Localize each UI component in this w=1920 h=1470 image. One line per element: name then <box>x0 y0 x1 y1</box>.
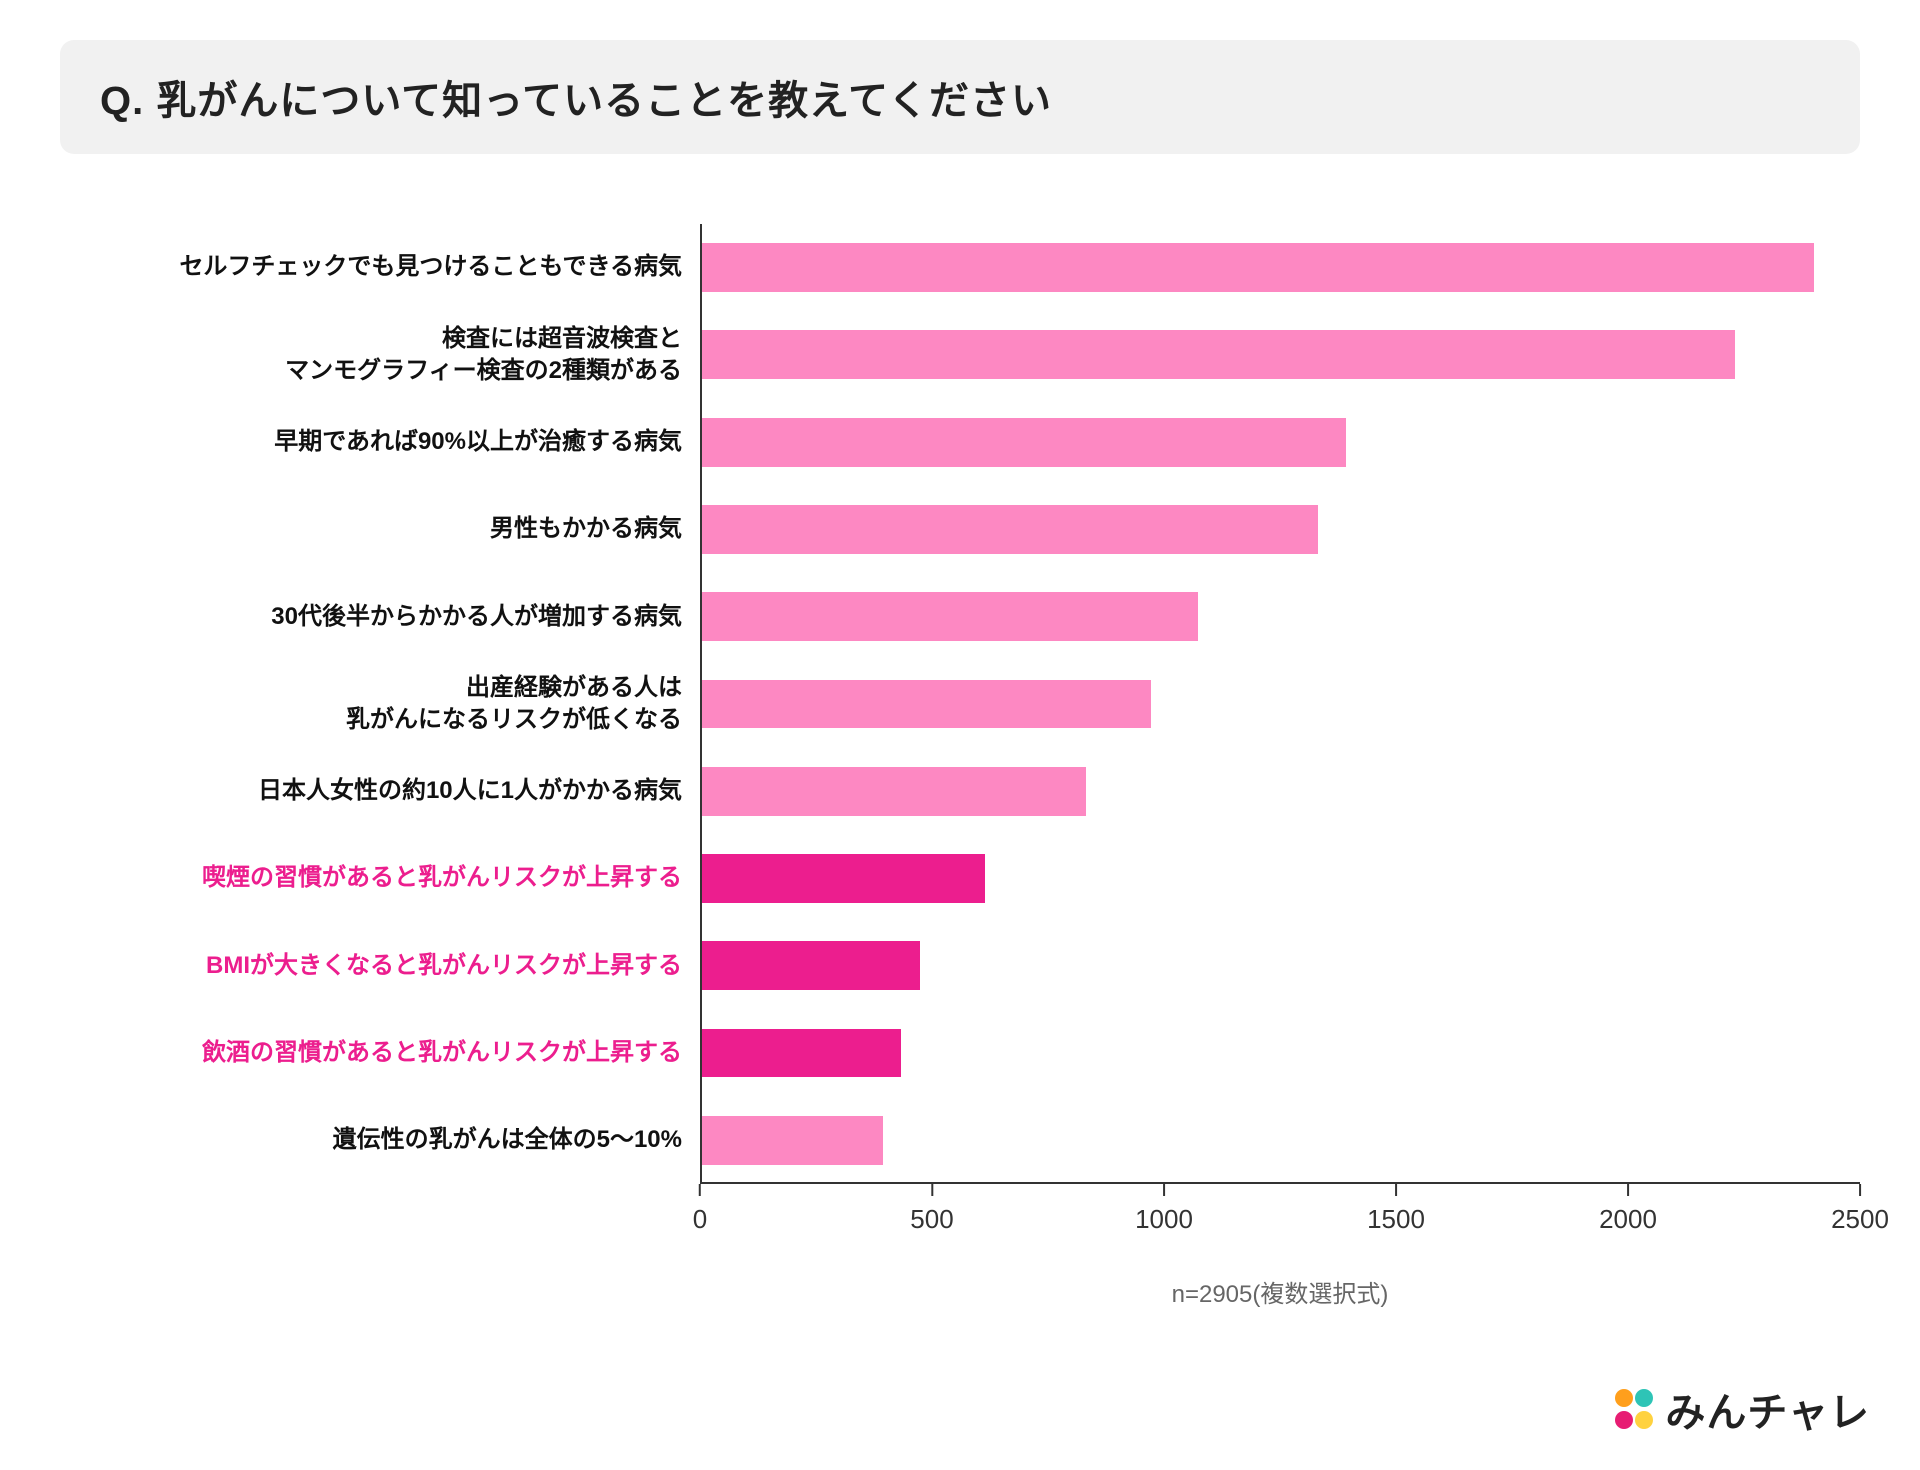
x-tick: 500 <box>910 1184 953 1235</box>
category-label: 喫煙の習慣があると乳がんリスクが上昇する <box>60 835 700 922</box>
category-label: 飲酒の習慣があると乳がんリスクが上昇する <box>60 1009 700 1096</box>
x-tick: 1000 <box>1135 1184 1193 1235</box>
brand-dot <box>1615 1411 1633 1429</box>
question-title-band: Q. 乳がんについて知っていることを教えてください <box>60 40 1860 154</box>
sample-size-caption: n=2905(複数選択式) <box>700 1274 1860 1309</box>
brand-dots-icon <box>1611 1387 1655 1431</box>
bar-chart: セルフチェックでも見つけることもできる病気検査には超音波検査と マンモグラフィー… <box>60 224 1860 1184</box>
plot-area: 05001000150020002500 <box>700 224 1860 1184</box>
bar <box>702 243 1814 292</box>
x-tick: 0 <box>693 1184 707 1235</box>
tick-mark <box>1859 1184 1861 1196</box>
bar-row <box>702 922 1860 1009</box>
tick-mark <box>699 1184 701 1196</box>
caption-text: n=2905(複数選択式) <box>1172 1281 1389 1308</box>
tick-mark <box>931 1184 933 1196</box>
category-label: 男性もかかる病気 <box>60 486 700 573</box>
bar-row <box>702 660 1860 747</box>
brand-text: みんチャレ <box>1665 1380 1870 1438</box>
tick-mark <box>1395 1184 1397 1196</box>
bar <box>702 330 1735 379</box>
tick-mark <box>1163 1184 1165 1196</box>
tick-label: 0 <box>693 1204 707 1235</box>
tick-mark <box>1627 1184 1629 1196</box>
bar-row <box>702 748 1860 835</box>
tick-label: 500 <box>910 1204 953 1235</box>
question-title: Q. 乳がんについて知っていることを教えてください <box>100 68 1820 126</box>
bar-row <box>702 399 1860 486</box>
tick-label: 2500 <box>1831 1204 1889 1235</box>
category-label: 遺伝性の乳がんは全体の5〜10% <box>60 1097 700 1184</box>
category-label: 検査には超音波検査と マンモグラフィー検査の2種類がある <box>60 311 700 398</box>
bar <box>702 505 1318 554</box>
bar <box>702 767 1086 816</box>
category-label: セルフチェックでも見つけることもできる病気 <box>60 224 700 311</box>
x-tick: 2000 <box>1599 1184 1657 1235</box>
brand-dot <box>1635 1411 1653 1429</box>
bar <box>702 592 1198 641</box>
brand-logo: みんチャレ <box>1611 1380 1870 1438</box>
category-label: 日本人女性の約10人に1人がかかる病気 <box>60 748 700 835</box>
category-label: 早期であれば90%以上が治癒する病気 <box>60 399 700 486</box>
bar-row <box>702 1097 1860 1184</box>
y-axis-labels: セルフチェックでも見つけることもできる病気検査には超音波検査と マンモグラフィー… <box>60 224 700 1184</box>
x-axis-ticks: 05001000150020002500 <box>700 1184 1860 1232</box>
category-label: 30代後半からかかる人が増加する病気 <box>60 573 700 660</box>
bar <box>702 1116 883 1165</box>
bar-row <box>702 224 1860 311</box>
x-tick: 1500 <box>1367 1184 1425 1235</box>
tick-label: 2000 <box>1599 1204 1657 1235</box>
category-label: BMIが大きくなると乳がんリスクが上昇する <box>60 922 700 1009</box>
bar-row <box>702 835 1860 922</box>
tick-label: 1500 <box>1367 1204 1425 1235</box>
brand-dot <box>1635 1389 1653 1407</box>
bar-row <box>702 573 1860 660</box>
bar <box>702 1029 901 1078</box>
x-tick: 2500 <box>1831 1184 1889 1235</box>
category-label: 出産経験がある人は 乳がんになるリスクが低くなる <box>60 660 700 747</box>
bars-container <box>702 224 1860 1184</box>
brand-dot <box>1615 1389 1633 1407</box>
tick-label: 1000 <box>1135 1204 1193 1235</box>
bar <box>702 418 1346 467</box>
bar-row <box>702 1009 1860 1096</box>
bar-row <box>702 311 1860 398</box>
bar <box>702 854 985 903</box>
bar <box>702 680 1151 729</box>
bar-row <box>702 486 1860 573</box>
bar <box>702 941 920 990</box>
